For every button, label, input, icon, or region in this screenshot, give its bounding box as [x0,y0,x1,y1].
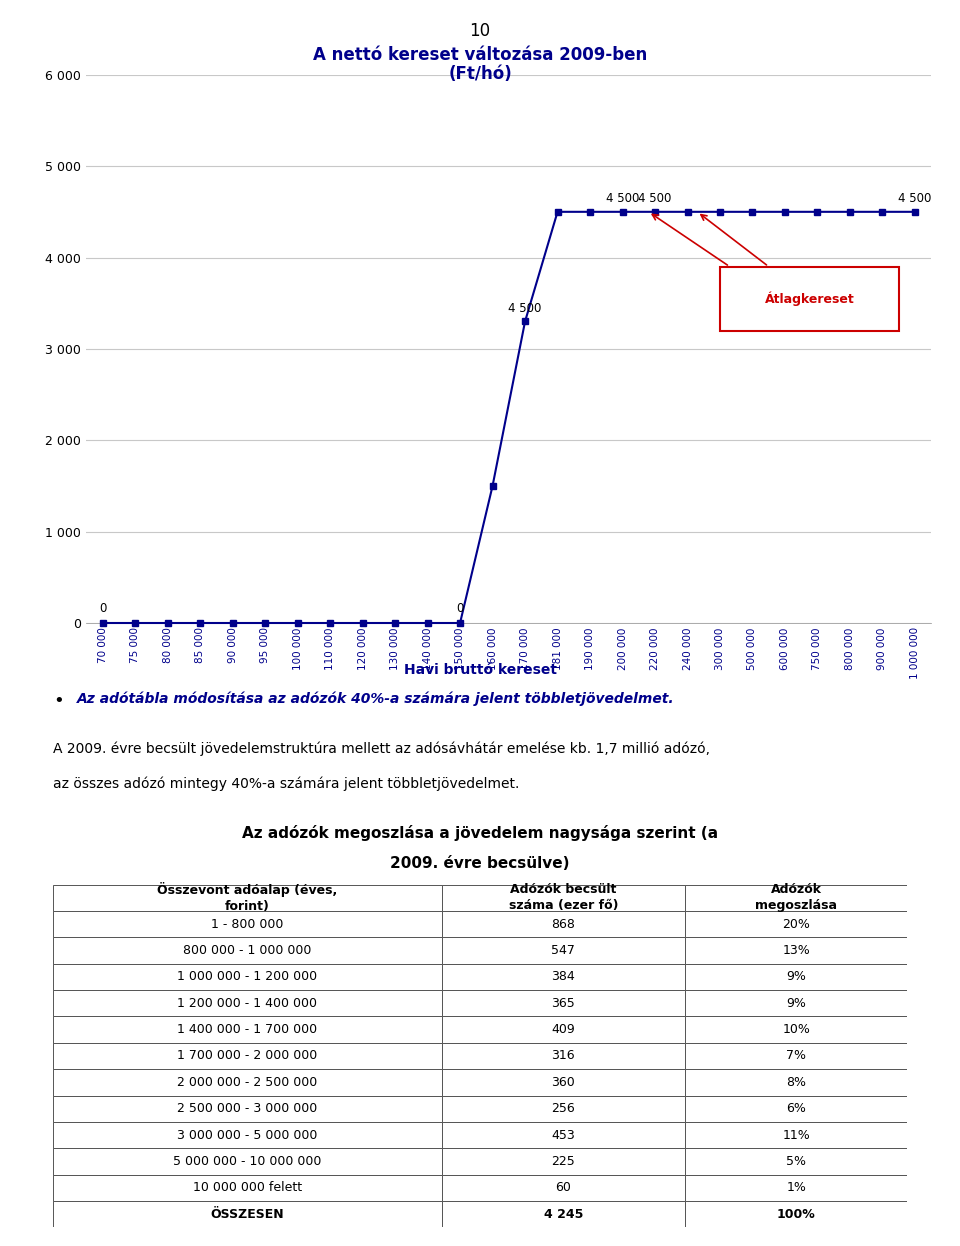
FancyBboxPatch shape [53,885,442,911]
Text: 60: 60 [556,1181,571,1194]
FancyBboxPatch shape [685,1069,907,1095]
Text: 4 245: 4 245 [543,1207,583,1221]
Text: 4 500: 4 500 [638,192,672,204]
Text: 11%: 11% [782,1129,810,1141]
Text: 13%: 13% [782,944,810,957]
FancyBboxPatch shape [685,1175,907,1201]
FancyBboxPatch shape [53,1069,442,1095]
Text: 1 000 000 - 1 200 000: 1 000 000 - 1 200 000 [177,971,317,983]
FancyBboxPatch shape [685,937,907,963]
FancyBboxPatch shape [442,1069,685,1095]
Text: 5%: 5% [786,1155,806,1168]
Text: 360: 360 [551,1075,575,1089]
Text: 100%: 100% [777,1207,815,1221]
FancyBboxPatch shape [442,885,685,911]
Text: Havi bruttó kereset: Havi bruttó kereset [403,663,557,677]
Text: 256: 256 [551,1103,575,1115]
Text: 5 000 000 - 10 000 000: 5 000 000 - 10 000 000 [173,1155,322,1168]
FancyBboxPatch shape [442,937,685,963]
Text: 2 500 000 - 3 000 000: 2 500 000 - 3 000 000 [177,1103,318,1115]
Text: Összevont adóalap (éves,
forint): Összevont adóalap (éves, forint) [157,882,337,913]
FancyBboxPatch shape [442,1095,685,1121]
FancyBboxPatch shape [442,1201,685,1227]
FancyBboxPatch shape [685,1121,907,1149]
Text: 8%: 8% [786,1075,806,1089]
FancyBboxPatch shape [53,1121,442,1149]
Text: Adózók becsült
száma (ezer fő): Adózók becsült száma (ezer fő) [509,883,618,912]
FancyBboxPatch shape [685,1017,907,1043]
Text: 6%: 6% [786,1103,806,1115]
FancyBboxPatch shape [53,911,442,937]
FancyBboxPatch shape [442,1175,685,1201]
Text: 10%: 10% [782,1023,810,1037]
FancyBboxPatch shape [685,1201,907,1227]
Text: 9%: 9% [786,971,806,983]
Text: 0: 0 [99,602,107,614]
Text: 4 500: 4 500 [899,192,931,204]
FancyBboxPatch shape [53,1095,442,1121]
Text: 10 000 000 felett: 10 000 000 felett [193,1181,301,1194]
FancyBboxPatch shape [685,885,907,911]
FancyBboxPatch shape [53,1043,442,1069]
Text: 384: 384 [551,971,575,983]
Text: 868: 868 [551,918,575,931]
Text: 365: 365 [551,997,575,1009]
FancyBboxPatch shape [442,1043,685,1069]
FancyBboxPatch shape [442,1121,685,1149]
Text: 9%: 9% [786,997,806,1009]
Text: 10: 10 [469,22,491,40]
FancyBboxPatch shape [685,1149,907,1175]
Text: ÖSSZESEN: ÖSSZESEN [210,1207,284,1221]
Text: 1 - 800 000: 1 - 800 000 [211,918,283,931]
Text: Az adózók megoszlása a jövedelem nagysága szerint (a: Az adózók megoszlása a jövedelem nagyság… [242,825,718,841]
Text: (Ft/hó): (Ft/hó) [448,65,512,82]
Text: A 2009. évre becsült jövedelemstruktúra mellett az adósávhátár emelése kb. 1,7 m: A 2009. évre becsült jövedelemstruktúra … [53,741,709,756]
FancyBboxPatch shape [53,963,442,991]
Text: 1%: 1% [786,1181,806,1194]
Text: 409: 409 [551,1023,575,1037]
FancyBboxPatch shape [685,1095,907,1121]
FancyBboxPatch shape [53,1017,442,1043]
Text: 225: 225 [551,1155,575,1168]
FancyBboxPatch shape [53,1201,442,1227]
FancyBboxPatch shape [442,963,685,991]
Text: az összes adózó mintegy 40%-a számára jelent többletjövedelmet.: az összes adózó mintegy 40%-a számára je… [53,776,519,791]
Text: Adózók
megoszlása: Adózók megoszlása [756,883,837,912]
Text: 453: 453 [551,1129,575,1141]
FancyBboxPatch shape [442,1149,685,1175]
Text: 4 500: 4 500 [606,192,639,204]
Text: A nettó kereset változása 2009-ben: A nettó kereset változása 2009-ben [313,46,647,64]
FancyBboxPatch shape [53,1149,442,1175]
FancyBboxPatch shape [442,1017,685,1043]
FancyBboxPatch shape [53,991,442,1017]
Text: 1 700 000 - 2 000 000: 1 700 000 - 2 000 000 [177,1049,318,1063]
Text: 0: 0 [456,602,464,614]
Text: 2009. évre becsülve): 2009. évre becsülve) [391,856,569,871]
Text: Átlagkereset: Átlagkereset [764,292,854,305]
FancyBboxPatch shape [53,1175,442,1201]
FancyBboxPatch shape [685,963,907,991]
FancyBboxPatch shape [685,991,907,1017]
FancyBboxPatch shape [685,1043,907,1069]
Text: 2 000 000 - 2 500 000: 2 000 000 - 2 500 000 [177,1075,318,1089]
Text: •: • [53,692,63,709]
FancyBboxPatch shape [720,267,899,330]
Text: 1 200 000 - 1 400 000: 1 200 000 - 1 400 000 [178,997,317,1009]
Text: 800 000 - 1 000 000: 800 000 - 1 000 000 [183,944,311,957]
FancyBboxPatch shape [442,911,685,937]
FancyBboxPatch shape [442,991,685,1017]
Text: 3 000 000 - 5 000 000: 3 000 000 - 5 000 000 [177,1129,318,1141]
Text: 547: 547 [551,944,575,957]
Text: 7%: 7% [786,1049,806,1063]
Text: Az adótábla módosítása az adózók 40%-a számára jelent többletjövedelmet.: Az adótábla módosítása az adózók 40%-a s… [77,692,675,706]
FancyBboxPatch shape [53,937,442,963]
Text: 316: 316 [551,1049,575,1063]
Text: 1 400 000 - 1 700 000: 1 400 000 - 1 700 000 [177,1023,317,1037]
Text: 20%: 20% [782,918,810,931]
FancyBboxPatch shape [685,911,907,937]
Text: 4 500: 4 500 [509,302,541,314]
